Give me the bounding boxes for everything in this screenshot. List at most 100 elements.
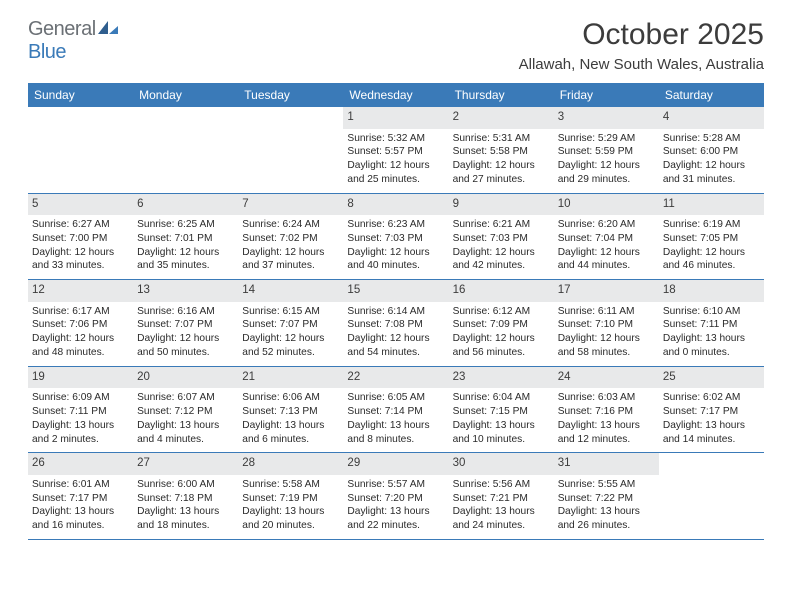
daylight-text: Daylight: 13 hours and 4 minutes. [137,419,234,447]
sunrise-text: Sunrise: 5:32 AM [347,132,444,146]
daylight-text: Daylight: 12 hours and 56 minutes. [453,332,550,360]
sunset-text: Sunset: 7:01 PM [137,232,234,246]
day-cell: 7Sunrise: 6:24 AMSunset: 7:02 PMDaylight… [238,194,343,280]
title-block: October 2025 Allawah, New South Wales, A… [519,18,764,73]
sunset-text: Sunset: 7:08 PM [347,318,444,332]
day-cell: 17Sunrise: 6:11 AMSunset: 7:10 PMDayligh… [554,280,659,366]
day-cell: 8Sunrise: 6:23 AMSunset: 7:03 PMDaylight… [343,194,448,280]
day-number [659,453,764,459]
day-cell: 25Sunrise: 6:02 AMSunset: 7:17 PMDayligh… [659,367,764,453]
day-header: Sunday [28,83,133,107]
sunset-text: Sunset: 7:09 PM [453,318,550,332]
day-header: Tuesday [238,83,343,107]
day-number: 28 [238,453,343,475]
sunset-text: Sunset: 7:17 PM [32,492,129,506]
sunrise-text: Sunrise: 6:19 AM [663,218,760,232]
sunrise-text: Sunrise: 6:20 AM [558,218,655,232]
sail-icon [98,18,118,41]
sunrise-text: Sunrise: 6:12 AM [453,305,550,319]
day-number: 18 [659,280,764,302]
day-cell: 1Sunrise: 5:32 AMSunset: 5:57 PMDaylight… [343,107,448,193]
sunrise-text: Sunrise: 6:00 AM [137,478,234,492]
daylight-text: Daylight: 12 hours and 37 minutes. [242,246,339,274]
day-cell: 16Sunrise: 6:12 AMSunset: 7:09 PMDayligh… [449,280,554,366]
sunset-text: Sunset: 7:16 PM [558,405,655,419]
day-number: 23 [449,367,554,389]
day-number: 26 [28,453,133,475]
day-cell [133,107,238,193]
day-cell: 15Sunrise: 6:14 AMSunset: 7:08 PMDayligh… [343,280,448,366]
day-cell: 10Sunrise: 6:20 AMSunset: 7:04 PMDayligh… [554,194,659,280]
daylight-text: Daylight: 12 hours and 48 minutes. [32,332,129,360]
daylight-text: Daylight: 12 hours and 31 minutes. [663,159,760,187]
day-cell: 30Sunrise: 5:56 AMSunset: 7:21 PMDayligh… [449,453,554,539]
sunrise-text: Sunrise: 6:10 AM [663,305,760,319]
daylight-text: Daylight: 12 hours and 42 minutes. [453,246,550,274]
daylight-text: Daylight: 13 hours and 14 minutes. [663,419,760,447]
daylight-text: Daylight: 12 hours and 29 minutes. [558,159,655,187]
sunrise-text: Sunrise: 6:24 AM [242,218,339,232]
day-cell: 31Sunrise: 5:55 AMSunset: 7:22 PMDayligh… [554,453,659,539]
week-row: 5Sunrise: 6:27 AMSunset: 7:00 PMDaylight… [28,194,764,281]
sunset-text: Sunset: 7:07 PM [242,318,339,332]
day-cell: 21Sunrise: 6:06 AMSunset: 7:13 PMDayligh… [238,367,343,453]
calendar-grid: SundayMondayTuesdayWednesdayThursdayFrid… [28,83,764,540]
sunrise-text: Sunrise: 6:01 AM [32,478,129,492]
sunrise-text: Sunrise: 5:56 AM [453,478,550,492]
day-cell: 2Sunrise: 5:31 AMSunset: 5:58 PMDaylight… [449,107,554,193]
logo: General Blue [28,18,118,64]
day-cell: 6Sunrise: 6:25 AMSunset: 7:01 PMDaylight… [133,194,238,280]
day-number: 2 [449,107,554,129]
weeks-container: 1Sunrise: 5:32 AMSunset: 5:57 PMDaylight… [28,107,764,540]
sunset-text: Sunset: 7:12 PM [137,405,234,419]
day-number [133,107,238,113]
location-text: Allawah, New South Wales, Australia [519,56,764,73]
sunset-text: Sunset: 5:58 PM [453,145,550,159]
day-cell [28,107,133,193]
sunset-text: Sunset: 7:18 PM [137,492,234,506]
day-cell: 9Sunrise: 6:21 AMSunset: 7:03 PMDaylight… [449,194,554,280]
sunset-text: Sunset: 5:59 PM [558,145,655,159]
day-number: 15 [343,280,448,302]
sunset-text: Sunset: 7:06 PM [32,318,129,332]
sunset-text: Sunset: 7:10 PM [558,318,655,332]
day-cell: 5Sunrise: 6:27 AMSunset: 7:00 PMDaylight… [28,194,133,280]
week-row: 19Sunrise: 6:09 AMSunset: 7:11 PMDayligh… [28,367,764,454]
day-number: 13 [133,280,238,302]
sunset-text: Sunset: 7:17 PM [663,405,760,419]
sunrise-text: Sunrise: 6:02 AM [663,391,760,405]
week-row: 1Sunrise: 5:32 AMSunset: 5:57 PMDaylight… [28,107,764,194]
sunrise-text: Sunrise: 6:06 AM [242,391,339,405]
sunset-text: Sunset: 7:15 PM [453,405,550,419]
sunset-text: Sunset: 7:21 PM [453,492,550,506]
sunrise-text: Sunrise: 6:16 AM [137,305,234,319]
daylight-text: Daylight: 13 hours and 18 minutes. [137,505,234,533]
sunset-text: Sunset: 7:11 PM [663,318,760,332]
sunset-text: Sunset: 7:05 PM [663,232,760,246]
day-cell: 23Sunrise: 6:04 AMSunset: 7:15 PMDayligh… [449,367,554,453]
day-number: 22 [343,367,448,389]
daylight-text: Daylight: 13 hours and 16 minutes. [32,505,129,533]
sunset-text: Sunset: 7:00 PM [32,232,129,246]
sunset-text: Sunset: 7:20 PM [347,492,444,506]
day-number: 27 [133,453,238,475]
day-cell: 18Sunrise: 6:10 AMSunset: 7:11 PMDayligh… [659,280,764,366]
daylight-text: Daylight: 12 hours and 27 minutes. [453,159,550,187]
day-cell: 22Sunrise: 6:05 AMSunset: 7:14 PMDayligh… [343,367,448,453]
day-number: 14 [238,280,343,302]
sunset-text: Sunset: 7:03 PM [347,232,444,246]
sunset-text: Sunset: 7:02 PM [242,232,339,246]
sunrise-text: Sunrise: 6:14 AM [347,305,444,319]
daylight-text: Daylight: 13 hours and 8 minutes. [347,419,444,447]
sunset-text: Sunset: 7:19 PM [242,492,339,506]
day-cell: 28Sunrise: 5:58 AMSunset: 7:19 PMDayligh… [238,453,343,539]
day-number: 21 [238,367,343,389]
logo-text: General Blue [28,18,118,64]
sunset-text: Sunset: 7:07 PM [137,318,234,332]
sunrise-text: Sunrise: 6:15 AM [242,305,339,319]
day-number: 17 [554,280,659,302]
daylight-text: Daylight: 13 hours and 10 minutes. [453,419,550,447]
day-number: 6 [133,194,238,216]
calendar-page: General Blue October 2025 Allawah, New S… [0,0,792,540]
day-cell [238,107,343,193]
